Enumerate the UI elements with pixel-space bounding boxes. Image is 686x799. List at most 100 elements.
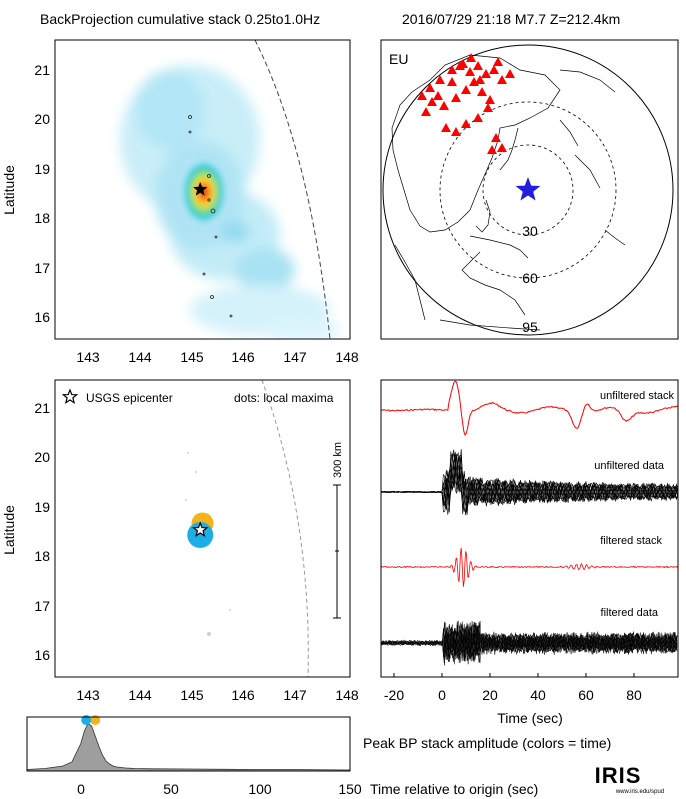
station-marker (455, 61, 465, 70)
y-tick-label: 19 (34, 161, 50, 177)
station-marker (465, 67, 475, 76)
station-marker (447, 65, 457, 74)
station-marker (451, 93, 461, 102)
y-tick-label: 18 (34, 210, 50, 226)
station-marker (427, 97, 437, 106)
amplitude-area (26, 722, 351, 772)
bp-limit-arc (254, 40, 331, 339)
x-tick-label: 146 (231, 687, 255, 703)
station-marker (487, 145, 497, 154)
y-tick-label: 21 (34, 400, 50, 416)
local-maxima-frame (54, 379, 351, 678)
x-tick-label: 147 (283, 687, 307, 703)
station-marker (473, 61, 483, 70)
station-marker (439, 101, 449, 110)
station-marker (447, 77, 457, 86)
y-tick-label: 20 (34, 449, 50, 465)
x-tick-label: 0 (438, 687, 446, 703)
x-axis-label: Time (sec) (497, 710, 563, 726)
station-marker (483, 103, 493, 112)
trace-label: unfiltered stack (600, 390, 674, 402)
amplitude-x-label: Time relative to origin (sec) (370, 781, 538, 797)
trace-unfiltered-data (381, 452, 678, 514)
y-axis-label: Latitude (1, 505, 17, 555)
station-marker (441, 123, 451, 132)
y-tick-label: 19 (34, 499, 50, 515)
x-tick-label: 143 (76, 349, 100, 365)
x-tick-label: 145 (180, 349, 204, 365)
x-tick-label: 50 (163, 781, 179, 797)
figure-title: BackProjection cumulative stack 0.25to1.… (40, 11, 320, 27)
scale-bar-label: 300 km (332, 442, 344, 478)
legend-dots: dots: local maxima (234, 391, 334, 405)
faint-maxima (185, 452, 231, 636)
x-tick-marks (393, 673, 635, 677)
station-marker (433, 91, 443, 100)
x-tick-label: 147 (283, 349, 307, 365)
globe-outline (382, 44, 674, 336)
amplitude-panel: 0 50 100 150 Peak BP stack amplitude (co… (26, 715, 611, 797)
bp-heatmap-panel: Latitude 143 144 145 146 147 148 16 17 1… (1, 39, 359, 365)
x-tick-label: 100 (248, 781, 272, 797)
y-axis-label: Latitude (1, 165, 17, 215)
iris-logo-text: IRIS (595, 763, 642, 788)
station-marker (485, 95, 495, 104)
station-marker (466, 53, 476, 62)
local-maxima-panel: USGS epicenter dots: local maxima 300 km… (1, 379, 359, 703)
network-label: EU (389, 51, 408, 67)
scale-bar (333, 484, 341, 619)
station-marker (473, 113, 483, 122)
station-marker (421, 107, 431, 116)
epicenter-star (192, 181, 208, 196)
event-info: 2016/07/29 21:18 M7.7 Z=212.4km (402, 11, 620, 27)
trace-label: filtered stack (600, 535, 662, 547)
station-marker (489, 65, 499, 74)
station-marker (475, 75, 485, 84)
distance-ring-30 (482, 144, 574, 236)
x-tick-label: 40 (530, 687, 546, 703)
bp-limit-arc (261, 379, 309, 678)
x-tick-label: 60 (578, 687, 594, 703)
x-tick-label: 143 (76, 687, 100, 703)
x-tick-label: 0 (77, 781, 85, 797)
trace-unfiltered-stack (381, 380, 678, 437)
station-marker (505, 69, 515, 78)
bp-heatmap-frame (54, 39, 351, 340)
coastlines (391, 54, 626, 331)
station-marker (497, 75, 507, 84)
station-marker (477, 87, 487, 96)
legend-star-icon (61, 388, 79, 405)
station-marker (461, 119, 471, 128)
trace-filtered-stack (381, 547, 678, 587)
station-marker (497, 143, 507, 152)
y-tick-label: 18 (34, 548, 50, 564)
island-outlines (188, 115, 233, 318)
station-map-frame (380, 39, 679, 340)
amplitude-frame (26, 716, 351, 772)
x-tick-label: 144 (128, 687, 152, 703)
y-tick-label: 17 (34, 598, 50, 614)
bp-energy-cloud (120, 65, 340, 339)
x-ticks: -20 0 20 40 60 80 (384, 687, 642, 703)
x-tick-label: 146 (231, 349, 255, 365)
y-tick-label: 21 (34, 62, 50, 78)
epicenter-star-icon (191, 521, 209, 538)
station-marker (417, 91, 427, 100)
distance-label-60: 60 (522, 270, 538, 286)
station-triangles (417, 53, 515, 154)
y-ticks: 16 17 18 19 20 21 (34, 400, 50, 663)
x-tick-label: 144 (128, 349, 152, 365)
station-marker (481, 69, 491, 78)
bp-peak-hotspot (182, 160, 226, 224)
x-ticks: 143 144 145 146 147 148 (76, 349, 359, 365)
x-ticks: 143 144 145 146 147 148 (76, 687, 359, 703)
trace-filtered-data (381, 621, 678, 665)
seismogram-frame (380, 379, 679, 678)
station-marker (435, 75, 445, 84)
trace-label: unfiltered data (594, 460, 665, 472)
iris-logo-url: www.iris.edu/spud (615, 789, 664, 795)
x-tick-label: 148 (335, 687, 359, 703)
trace-filtered-data (381, 624, 678, 663)
station-marker (491, 133, 501, 142)
